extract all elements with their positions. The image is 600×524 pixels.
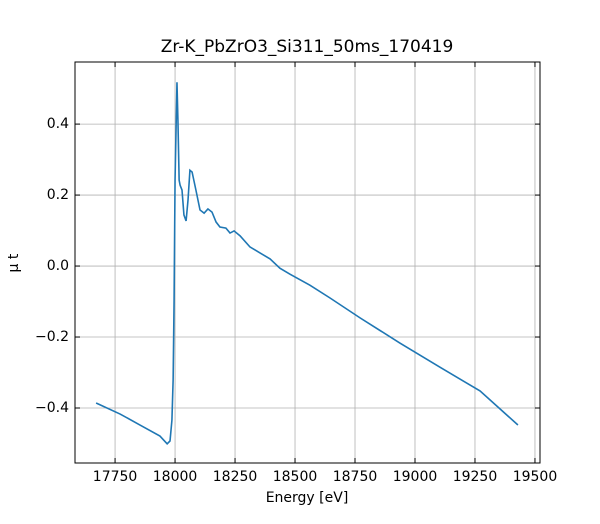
x-tick-label: 18750: [333, 469, 378, 485]
x-axis-label: Energy [eV]: [266, 490, 349, 506]
x-tick-label: 18000: [153, 469, 198, 485]
x-tick-label: 19250: [453, 469, 498, 485]
y-axis-label: μ t: [6, 253, 22, 272]
y-tick-label: 0.4: [47, 116, 69, 132]
y-tick-label: −0.2: [35, 329, 69, 345]
x-tick-label: 17750: [93, 469, 138, 485]
y-tick-label: 0.2: [47, 187, 69, 203]
x-tick-label: 18250: [213, 469, 258, 485]
data-line: [95, 82, 519, 445]
x-tick-label: 18500: [273, 469, 318, 485]
y-tick-label: 0.0: [47, 258, 69, 274]
x-tick-label: 19500: [513, 469, 558, 485]
plot-frame: [74, 61, 541, 464]
x-tick-label: 19000: [393, 469, 438, 485]
chart-title: Zr-K_PbZrO3_Si311_50ms_170419: [161, 37, 454, 57]
y-tick-label: −0.4: [35, 400, 69, 416]
